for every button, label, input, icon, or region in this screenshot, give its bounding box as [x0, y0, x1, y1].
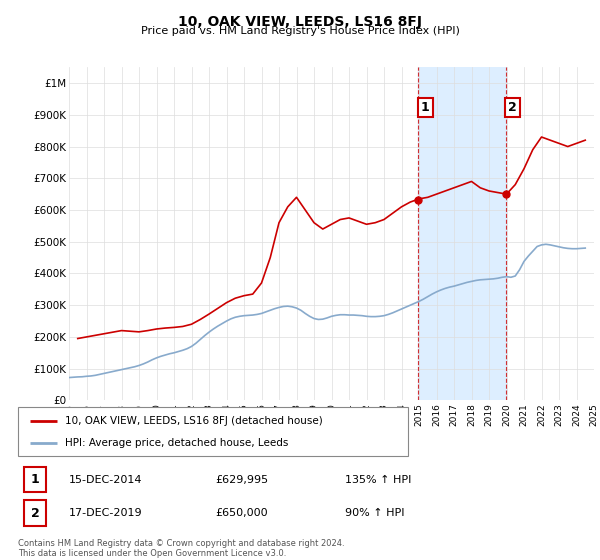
Bar: [23, 467, 46, 492]
Text: 2: 2: [31, 507, 39, 520]
Text: £629,995: £629,995: [215, 475, 269, 484]
Bar: [23, 501, 46, 526]
Text: 10, OAK VIEW, LEEDS, LS16 8FJ: 10, OAK VIEW, LEEDS, LS16 8FJ: [178, 15, 422, 29]
Text: 17-DEC-2019: 17-DEC-2019: [69, 508, 142, 518]
Text: 2: 2: [508, 101, 517, 114]
Text: 135% ↑ HPI: 135% ↑ HPI: [345, 475, 412, 484]
Text: 1: 1: [31, 473, 39, 486]
Text: 1: 1: [421, 101, 430, 114]
Text: Price paid vs. HM Land Registry's House Price Index (HPI): Price paid vs. HM Land Registry's House …: [140, 26, 460, 36]
Text: 15-DEC-2014: 15-DEC-2014: [69, 475, 142, 484]
Bar: [418, 67, 506, 400]
Text: 10, OAK VIEW, LEEDS, LS16 8FJ (detached house): 10, OAK VIEW, LEEDS, LS16 8FJ (detached …: [65, 416, 323, 426]
Text: Contains HM Land Registry data © Crown copyright and database right 2024.
This d: Contains HM Land Registry data © Crown c…: [18, 539, 344, 558]
Text: 90% ↑ HPI: 90% ↑ HPI: [345, 508, 404, 518]
Text: HPI: Average price, detached house, Leeds: HPI: Average price, detached house, Leed…: [65, 437, 288, 447]
Text: £650,000: £650,000: [215, 508, 268, 518]
